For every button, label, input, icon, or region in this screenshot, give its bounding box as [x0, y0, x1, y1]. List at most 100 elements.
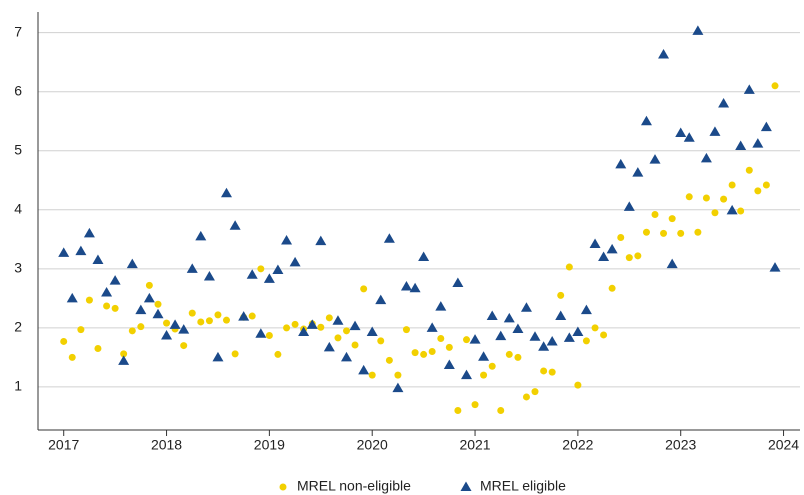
triangle-point [246, 269, 258, 279]
circle-point [668, 215, 676, 223]
triangle-point [555, 310, 567, 321]
circle-point [214, 311, 222, 319]
circle-point [574, 381, 582, 389]
triangle-point [632, 167, 644, 177]
circle-point [488, 362, 496, 370]
circle-point [660, 229, 668, 237]
triangle-point [529, 331, 541, 341]
circle-point [642, 228, 650, 236]
y-tick-label: 4 [14, 200, 22, 216]
circle-point [471, 401, 479, 409]
circle-point [279, 483, 287, 491]
circle-point [711, 209, 719, 217]
circle-point [205, 317, 213, 325]
x-tick-label: 2023 [665, 437, 696, 453]
circle-point [454, 407, 462, 415]
circle-point [360, 285, 368, 293]
circle-point [540, 367, 548, 375]
triangle-point [743, 84, 755, 94]
triangle-point [623, 201, 635, 211]
triangle-point [452, 277, 464, 287]
triangle-point [426, 322, 438, 332]
triangle-point [718, 98, 730, 108]
triangle-point [503, 312, 515, 323]
circle-point [591, 324, 599, 332]
triangle-point [760, 121, 772, 132]
circle-point [385, 356, 393, 364]
circle-point [677, 229, 685, 237]
triangle-point [512, 323, 524, 334]
triangle-point [255, 328, 267, 338]
circle-point [754, 187, 762, 195]
triangle-point [323, 341, 335, 352]
circle-point [248, 312, 256, 320]
circle-point [60, 337, 68, 345]
circle-point [402, 326, 410, 334]
triangle-point [238, 311, 250, 321]
circle-point [111, 304, 119, 312]
circle-point [480, 371, 488, 379]
circle-point [128, 327, 136, 335]
circle-point [257, 265, 265, 273]
triangle-point [375, 294, 387, 305]
circle-point [145, 281, 153, 289]
triangle-point [229, 220, 241, 230]
triangle-point [572, 326, 584, 336]
triangle-point [495, 330, 507, 341]
circle-point [522, 393, 530, 401]
y-tick-label: 5 [14, 141, 22, 157]
circle-point [94, 345, 102, 353]
circle-point [197, 318, 205, 326]
circle-point [154, 300, 162, 308]
triangle-point [220, 187, 232, 198]
triangle-point [538, 341, 550, 351]
triangle-point [341, 351, 353, 362]
legend-label: MREL eligible [480, 478, 566, 494]
triangle-point [332, 315, 344, 325]
triangle-point [161, 330, 173, 340]
triangle-point [263, 273, 275, 283]
x-tick-label: 2021 [459, 437, 490, 453]
triangle-point [649, 154, 661, 164]
triangle-point [546, 335, 558, 346]
triangle-point [203, 270, 215, 281]
triangle-point [460, 481, 472, 491]
triangle-point [520, 302, 532, 312]
triangle-point [563, 332, 575, 342]
circle-point [694, 228, 702, 236]
circle-point [582, 337, 590, 345]
triangle-point [126, 258, 138, 269]
circle-point [103, 302, 111, 310]
triangle-point [709, 126, 721, 136]
triangle-point [606, 243, 618, 254]
circle-point [505, 350, 513, 358]
triangle-point [598, 251, 610, 262]
circle-point [600, 331, 608, 339]
triangle-point [700, 152, 712, 163]
triangle-point [315, 235, 327, 246]
circle-point [222, 316, 230, 324]
circle-point [377, 337, 385, 345]
triangle-point [640, 115, 652, 126]
triangle-point [358, 364, 370, 375]
circle-point [351, 341, 359, 349]
circle-point [325, 314, 333, 322]
triangle-point [75, 245, 87, 256]
circle-point [420, 350, 428, 358]
triangle-point [580, 304, 592, 315]
circle-point [343, 327, 351, 335]
circle-point [163, 319, 171, 327]
triangle-point [675, 127, 687, 138]
circle-point [651, 211, 659, 219]
triangle-point [683, 132, 695, 142]
triangle-point [726, 204, 738, 215]
triangle-point [101, 286, 113, 297]
legend-label: MREL non-eligible [297, 478, 411, 494]
circle-point [531, 388, 539, 396]
x-tick-label: 2022 [562, 437, 593, 453]
circle-point [334, 334, 342, 342]
circle-point [497, 407, 505, 415]
triangle-point [461, 369, 473, 380]
triangle-point [469, 334, 481, 344]
